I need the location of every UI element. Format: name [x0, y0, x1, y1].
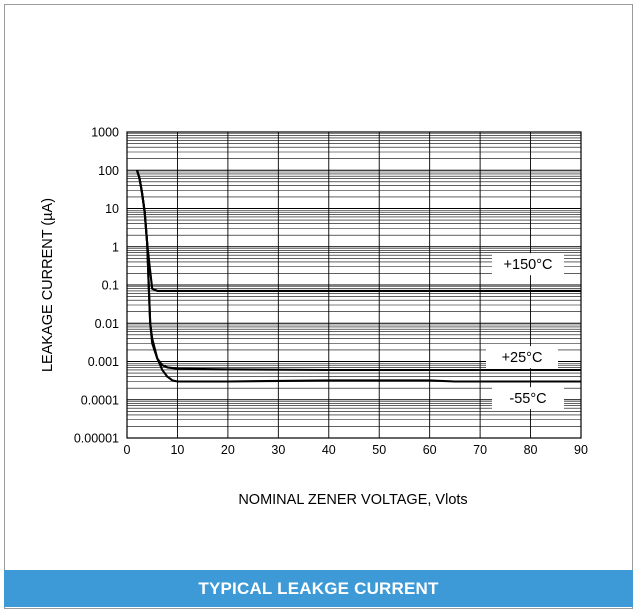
series-group — [136, 170, 581, 383]
x-tick-label: 80 — [524, 443, 538, 457]
series-line — [136, 170, 581, 383]
y-tick-label: 0.1 — [102, 279, 119, 293]
series-label-bg — [492, 253, 564, 276]
series-label: +25°C — [502, 350, 543, 366]
series-label-bg — [492, 387, 564, 410]
series-label-bg — [486, 346, 558, 369]
x-tick-label: 30 — [271, 443, 285, 457]
grid — [127, 132, 581, 438]
y-tick-label: 0.01 — [95, 317, 119, 331]
y-tick-labels: 0.00001 0.0001 0.001 0.01 0.1 1 10 100 1000 — [74, 126, 119, 446]
y-tick-label: 1 — [112, 240, 119, 254]
x-tick-label: 40 — [322, 443, 336, 457]
x-tick-label: 70 — [473, 443, 487, 457]
x-tick-labels: 0 10 20 30 40 50 60 70 80 90 — [124, 443, 588, 457]
chart-frame — [4, 4, 633, 609]
y-axis-label: LEAKAGE CURRENT (µA) — [40, 198, 56, 372]
x-tick-label: 20 — [221, 443, 235, 457]
y-tick-label: 0.001 — [88, 355, 119, 369]
plot-area-border — [126, 131, 582, 439]
label-group: +150°C +25°C -55°C — [486, 253, 564, 410]
y-tick-label: 10 — [105, 202, 119, 216]
x-tick-label: 90 — [574, 443, 588, 457]
y-tick-label: 0.00001 — [74, 432, 119, 446]
series-label: -55°C — [509, 391, 546, 407]
y-tick-label: 0.0001 — [81, 393, 119, 407]
y-tick-label: 100 — [98, 164, 119, 178]
leakage-current-chart: +150°C +25°C -55°C 0 10 20 30 40 50 60 70 80 90 0.0… — [40, 126, 588, 509]
chart-title-banner: TYPICAL LEAKGE CURRENT — [4, 570, 633, 607]
x-axis-label: NOMINAL ZENER VOLTAGE, Vlots — [238, 492, 467, 508]
series-label: +150°C — [504, 257, 553, 273]
y-tick-label: 1000 — [91, 126, 119, 140]
x-tick-label: 50 — [372, 443, 386, 457]
x-tick-label: 60 — [423, 443, 437, 457]
x-tick-label: 0 — [124, 443, 131, 457]
x-tick-label: 10 — [170, 443, 184, 457]
